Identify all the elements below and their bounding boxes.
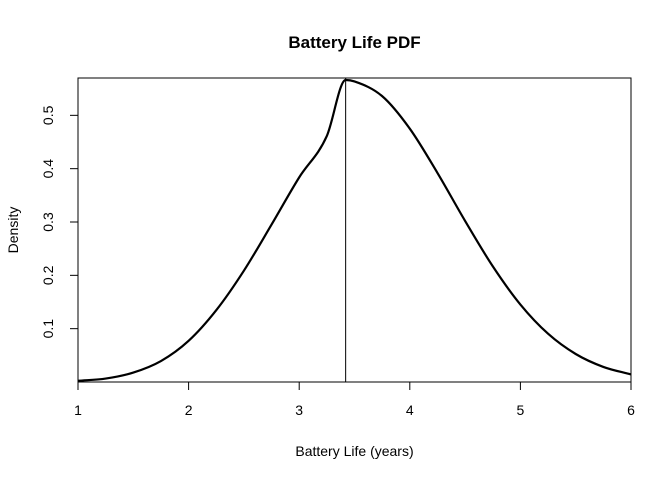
x-tick-label: 3: [295, 402, 303, 418]
y-axis-label: Density: [5, 207, 21, 254]
y-tick-label: 0.3: [40, 212, 56, 232]
y-tick-label: 0.5: [40, 105, 56, 125]
x-tick-label: 5: [517, 402, 525, 418]
y-axis: 0.1 0.2 0.3 0.4 0.5: [40, 105, 78, 338]
x-axis-label: Battery Life (years): [295, 443, 413, 459]
x-tick-label: 4: [406, 402, 414, 418]
x-tick-label: 6: [627, 402, 635, 418]
x-tick-label: 2: [185, 402, 193, 418]
x-axis: 1 2 3 4 5 6: [74, 382, 635, 418]
y-tick-label: 0.4: [40, 159, 56, 179]
x-tick-label: 1: [74, 402, 82, 418]
density-curve: [77, 78, 632, 382]
plot-frame: [77, 77, 632, 383]
y-tick-label: 0.1: [40, 319, 56, 339]
y-tick-label: 0.2: [40, 265, 56, 285]
chart-title: Battery Life PDF: [288, 33, 420, 52]
